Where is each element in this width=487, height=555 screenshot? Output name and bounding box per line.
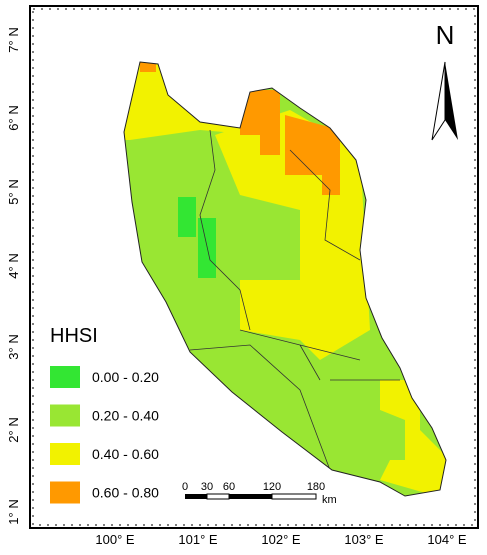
latitude-label: 2° N (6, 417, 21, 442)
scale-segment (185, 494, 207, 499)
zone-orange (240, 90, 280, 155)
coastline (123, 61, 447, 497)
scale-label: 180 (307, 481, 325, 493)
scale-segment (206, 493, 230, 500)
zone-yellow (380, 380, 446, 496)
latitude-label: 1° N (6, 499, 21, 524)
longitude-label: 100° E (95, 532, 135, 547)
north-arrow (431, 61, 446, 141)
latitude-label: 5° N (6, 179, 21, 204)
legend-label: 0.60 - 0.80 (92, 485, 159, 501)
legend-swatch (50, 481, 80, 504)
legend-swatch (50, 366, 80, 388)
zone-green (178, 197, 216, 278)
legend-label: 0.20 - 0.40 (92, 408, 159, 424)
legend-swatch (50, 443, 80, 465)
scale-label: 0 (182, 481, 188, 493)
legend-title: HHSI (50, 325, 98, 347)
latitude-label: 4° N (6, 253, 21, 278)
scale-label: 120 (263, 481, 281, 493)
zone-orange (285, 115, 340, 195)
frame-ticks (32, 8, 476, 526)
north-label: N (436, 20, 455, 50)
scale-label: 30 (201, 481, 213, 493)
legend-swatch (50, 404, 80, 427)
scale-bar (185, 493, 317, 500)
legend-label: 0.00 - 0.20 (92, 369, 159, 385)
zone-orange (140, 62, 156, 72)
scale-segment (229, 494, 272, 499)
scale-label: 60 (223, 481, 235, 493)
latitude-label: 7° N (6, 27, 21, 52)
scale-unit: km (322, 494, 337, 506)
latitude-label: 3° N (6, 334, 21, 359)
longitude-label: 103° E (344, 532, 384, 547)
north-arrow (445, 62, 458, 140)
state-borders (189, 129, 400, 471)
longitude-label: 102° E (261, 532, 301, 547)
scale-segment (271, 493, 317, 500)
legend-label: 0.40 - 0.60 (92, 446, 159, 462)
longitude-label: 104° E (427, 532, 467, 547)
latitude-label: 6° N (6, 105, 21, 130)
longitude-label: 101° E (178, 532, 218, 547)
